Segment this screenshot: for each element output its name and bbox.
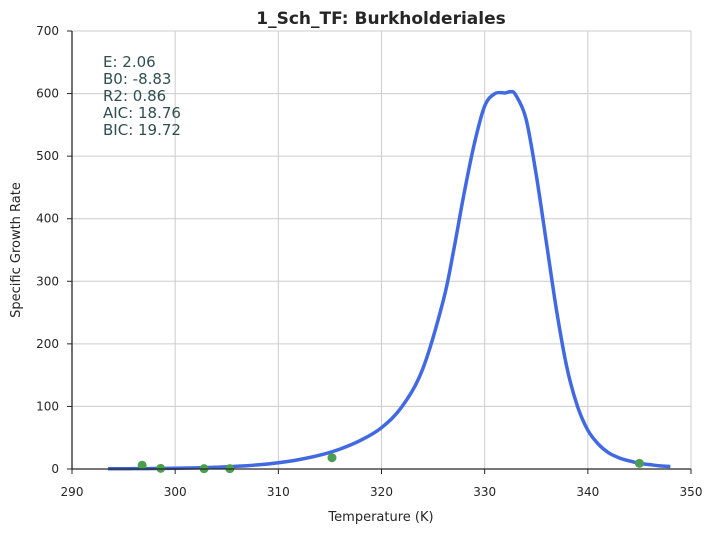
- axes: [67, 30, 692, 474]
- y-axis-label: Specific Growth Rate: [9, 182, 24, 318]
- y-tick-label: 0: [51, 462, 59, 476]
- fit-statistic: BIC: 19.72: [103, 121, 181, 139]
- x-tick-label: 330: [473, 485, 496, 499]
- fit-statistic: E: 2.06: [103, 53, 156, 71]
- x-tick-label: 290: [61, 485, 84, 499]
- fitted-curve-series: [108, 89, 671, 471]
- fit-statistic: B0: -8.83: [103, 70, 171, 88]
- tick-labels: 290 300 310 320 330 340 350 0 100 200 300 400 500 600…: [36, 24, 702, 499]
- fit-statistic: AIC: 18.76: [103, 104, 181, 122]
- observed-points-series: [137, 453, 644, 474]
- grid-lines: [72, 30, 692, 469]
- fitted-curve-line: [108, 89, 671, 471]
- x-tick-label: 320: [370, 485, 393, 499]
- y-tick-label: 400: [36, 212, 59, 226]
- y-tick-label: 700: [36, 24, 59, 38]
- data-point: [137, 460, 147, 470]
- y-tick-label: 500: [36, 149, 59, 163]
- data-point: [327, 453, 337, 463]
- x-axis-label: Temperature (K): [327, 510, 433, 525]
- y-tick-label: 200: [36, 337, 59, 351]
- x-tick-label: 350: [680, 485, 703, 499]
- x-tick-label: 300: [164, 485, 187, 499]
- y-tick-label: 100: [36, 399, 59, 413]
- chart-title: 1_Sch_TF: Burkholderiales: [256, 9, 505, 29]
- fit-statistic: R2: 0.86: [103, 87, 166, 105]
- y-tick-label: 300: [36, 274, 59, 288]
- y-tick-label: 600: [36, 87, 59, 101]
- x-tick-label: 340: [576, 485, 599, 499]
- x-tick-label: 310: [267, 485, 290, 499]
- data-point: [634, 458, 644, 468]
